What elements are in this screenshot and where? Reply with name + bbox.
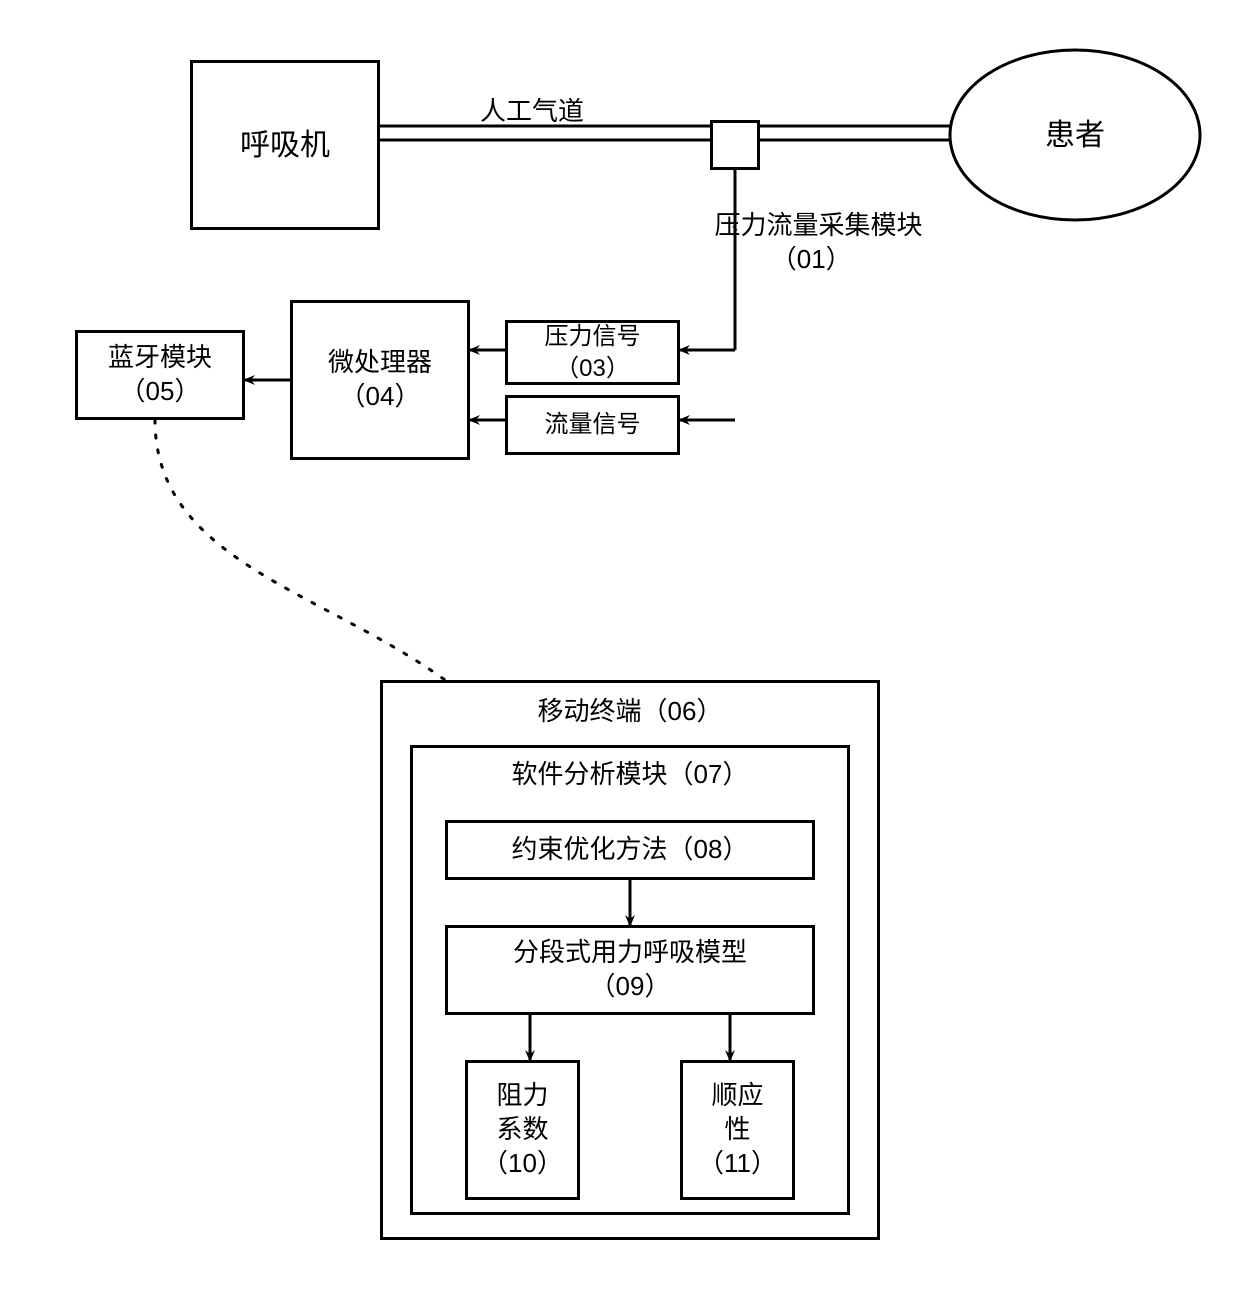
airway-label: 人工气道 bbox=[480, 95, 584, 129]
bluetooth-label: 蓝牙模块 （05） bbox=[108, 341, 212, 409]
compliance-box: 顺应 性 （11） bbox=[680, 1060, 795, 1200]
opt-method-box: 约束优化方法（08） bbox=[445, 820, 815, 880]
pressure-signal-label: 压力信号 （03） bbox=[545, 321, 641, 383]
seg-model-box: 分段式用力呼吸模型 （09） bbox=[445, 925, 815, 1015]
flow-signal-label: 流量信号 bbox=[545, 409, 641, 440]
mobile-terminal-label: 移动终端（06） bbox=[538, 695, 723, 729]
software-module-label: 软件分析模块（07） bbox=[512, 758, 749, 792]
ventilator-label: 呼吸机 bbox=[240, 126, 330, 165]
ventilator-box: 呼吸机 bbox=[190, 60, 380, 230]
acq-module-box bbox=[710, 120, 760, 170]
acq-module-label: 压力流量采集模块 （01） bbox=[700, 175, 922, 276]
flow-signal-box: 流量信号 bbox=[505, 395, 680, 455]
compliance-label: 顺应 性 （11） bbox=[698, 1079, 777, 1180]
resistance-label: 阻力 系数 （10） bbox=[482, 1079, 563, 1180]
pressure-signal-box: 压力信号 （03） bbox=[505, 320, 680, 385]
bluetooth-box: 蓝牙模块 （05） bbox=[75, 330, 245, 420]
mcu-label: 微处理器 （04） bbox=[328, 346, 432, 414]
resistance-box: 阻力 系数 （10） bbox=[465, 1060, 580, 1200]
mcu-box: 微处理器 （04） bbox=[290, 300, 470, 460]
seg-model-label: 分段式用力呼吸模型 （09） bbox=[513, 936, 747, 1004]
opt-method-label: 约束优化方法（08） bbox=[512, 833, 749, 867]
svg-text:患者: 患者 bbox=[1045, 119, 1105, 152]
